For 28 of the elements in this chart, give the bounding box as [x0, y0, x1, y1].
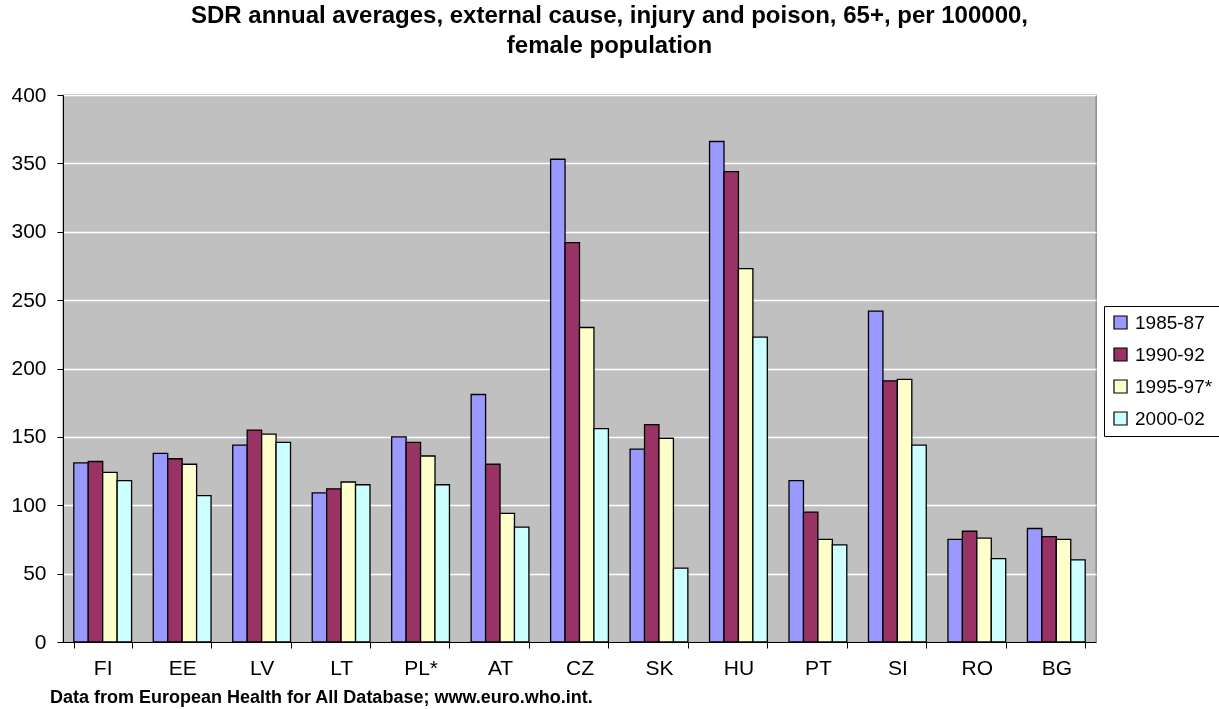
legend-label: 2000-02 — [1135, 407, 1205, 429]
x-tick-label: BG — [1041, 655, 1072, 679]
y-tick-label: 0 — [34, 629, 47, 653]
x-tick-label: AT — [487, 655, 514, 679]
y-tick-label: 300 — [11, 219, 47, 243]
x-tick-label: EE — [168, 655, 197, 679]
text: Data from European Health for All Database; www.euro.who.int. — [50, 687, 593, 707]
legend-label: 1990-92 — [1135, 343, 1205, 365]
x-tick-label: LV — [250, 655, 275, 679]
y-tick-label: 350 — [11, 150, 47, 174]
y-tick-label: 150 — [11, 424, 47, 448]
x-tick-label: PT — [804, 655, 832, 679]
x-tick-label: SK — [645, 655, 674, 679]
y-tick-label: 250 — [11, 287, 47, 311]
y-tick-label: 100 — [11, 492, 47, 516]
y-tick-label: 400 — [11, 82, 47, 106]
chart-title: SDR annual averages, external cause, injury and poison, 65+, per 100000, female population — [190, 1, 1029, 58]
x-tick-label: FI — [93, 655, 113, 679]
legend-label: 1985-87 — [1135, 311, 1205, 333]
y-tick-label: 200 — [11, 356, 47, 379]
x-tick-label: RO — [961, 655, 994, 679]
x-tick-label: HU — [723, 655, 755, 679]
x-tick-label: LT — [330, 655, 354, 679]
x-tick-label: CZ — [566, 655, 595, 679]
x-tick-label: PL* — [404, 655, 438, 679]
legend-label: 1995-97* — [1135, 375, 1213, 397]
y-tick-label: 50 — [23, 561, 47, 585]
x-tick-label: SI — [887, 655, 908, 679]
